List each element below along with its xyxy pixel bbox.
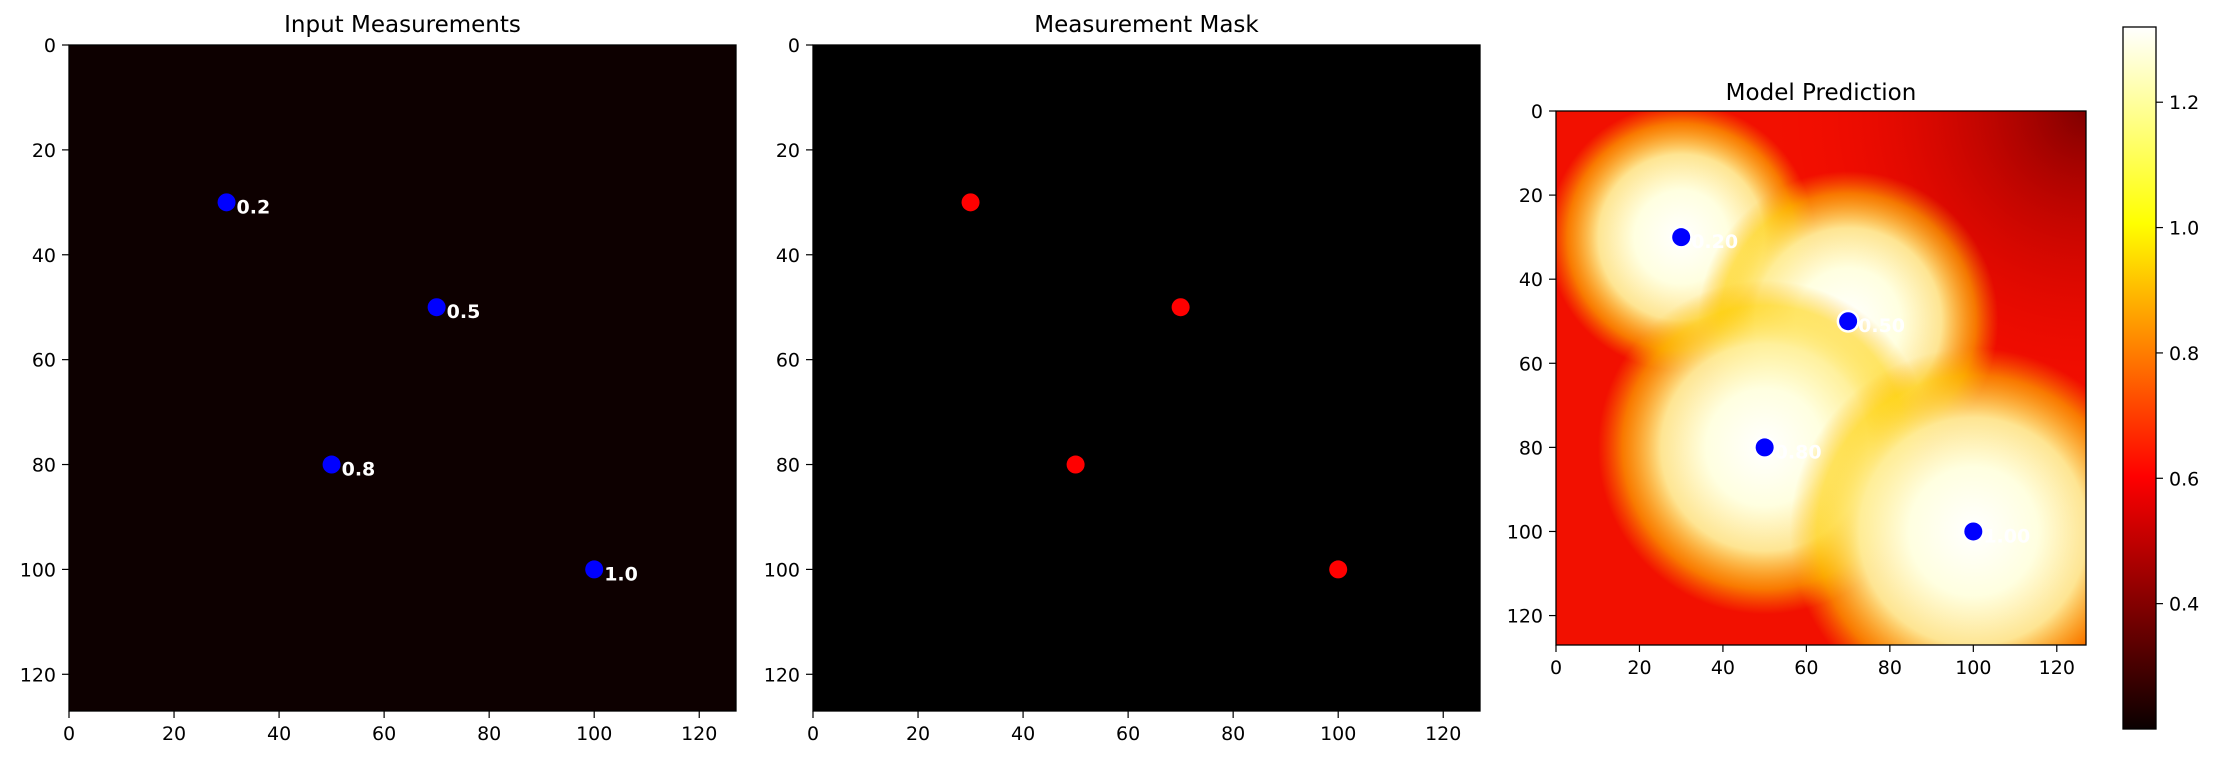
y-tick-label: 120: [764, 664, 800, 686]
point-marker: [1964, 522, 1983, 541]
x-tick-label: 60: [372, 723, 396, 745]
panel-2: Measurement Mask 0 20 40 60 80 100 120 0 20 40 60 80…: [764, 12, 1481, 745]
y-tick-label: 40: [32, 245, 56, 267]
x-tick-label: 60: [1116, 723, 1140, 745]
x-tick-label: 60: [1794, 657, 1818, 679]
y-tick-label: 0: [44, 35, 56, 57]
x-tick-label: 80: [1221, 723, 1245, 745]
y-tick-label: 60: [776, 350, 800, 372]
y-tick-label: 40: [1519, 269, 1543, 291]
y-tick-label: 80: [776, 455, 800, 477]
point-marker: [1171, 298, 1190, 317]
y-tick-label: 120: [1507, 606, 1543, 628]
point-marker: [1755, 438, 1774, 457]
x-tick-label: 0: [807, 723, 819, 745]
point-label: 0.8: [342, 459, 376, 481]
chart-title: Measurement Mask: [1034, 12, 1259, 38]
axes-frame: [68, 44, 737, 712]
image-background: [813, 45, 1480, 711]
x-tick-label: 20: [162, 723, 186, 745]
x-tick-label: 20: [1627, 657, 1651, 679]
x-tick-label: 120: [681, 723, 717, 745]
y-tick-label: 0: [1531, 101, 1543, 123]
colorbar-tick-label: 0.6: [2169, 468, 2199, 490]
y-tick-label: 40: [776, 245, 800, 267]
y-tick-label: 80: [32, 455, 56, 477]
x-tick-label: 80: [477, 723, 501, 745]
point-label: 0.50: [1858, 315, 1905, 337]
point-label: 0.20: [1691, 231, 1738, 253]
point-label: 0.2: [237, 196, 271, 218]
chart-title: Model Prediction: [1726, 80, 1917, 106]
colorbar-tick-label: 0.4: [2169, 594, 2199, 616]
y-tick-label: 20: [1519, 185, 1543, 207]
point-marker: [1329, 560, 1348, 579]
panel-1: Input Measurements 0 20 40 60 80 100 120 0 20 40 60…: [20, 12, 737, 745]
x-tick-label: 100: [576, 723, 612, 745]
colorbar-tick-label: 0.8: [2169, 343, 2199, 365]
x-tick-label: 120: [2039, 657, 2075, 679]
heatmap-image: [1556, 111, 2086, 645]
colorbar-tick-label: 1.2: [2169, 92, 2199, 114]
x-tick-label: 0: [63, 723, 75, 745]
axes-frame: [1555, 110, 2087, 646]
y-tick-label: 0: [788, 35, 800, 57]
point-marker: [1839, 312, 1858, 331]
heatmap-glow: [1789, 347, 2086, 645]
image-background: [69, 45, 736, 711]
y-tick-label: 80: [1519, 437, 1543, 459]
point-marker: [1066, 455, 1085, 474]
point-marker: [427, 298, 446, 317]
x-tick-label: 20: [906, 723, 930, 745]
x-tick-label: 40: [267, 723, 291, 745]
point-marker: [961, 193, 980, 212]
colorbar-gradient: [2123, 27, 2156, 729]
x-tick-label: 40: [1011, 723, 1035, 745]
y-tick-label: 120: [20, 664, 56, 686]
axes-frame: [812, 44, 1481, 712]
point-marker: [322, 455, 341, 474]
chart-title: Input Measurements: [284, 12, 521, 38]
y-tick-label: 20: [32, 140, 56, 162]
point-label: 1.00: [1983, 525, 2030, 547]
x-tick-label: 100: [1955, 657, 1991, 679]
y-tick-label: 100: [20, 559, 56, 581]
y-tick-label: 60: [1519, 353, 1543, 375]
point-label: 1.0: [604, 563, 638, 585]
x-tick-label: 120: [1425, 723, 1461, 745]
y-tick-label: 20: [776, 140, 800, 162]
x-tick-label: 0: [1550, 657, 1562, 679]
x-tick-label: 100: [1320, 723, 1356, 745]
x-tick-label: 80: [1878, 657, 1902, 679]
point-marker: [217, 193, 236, 212]
x-tick-label: 40: [1711, 657, 1735, 679]
colorbar: 0.4 0.6 0.8 1.0 1.2: [2122, 26, 2199, 730]
y-tick-label: 100: [1507, 521, 1543, 543]
point-marker: [585, 560, 604, 579]
point-label: 0.5: [447, 301, 481, 323]
colorbar-frame: [2122, 26, 2157, 730]
y-tick-label: 100: [764, 559, 800, 581]
point-marker: [1672, 228, 1691, 247]
colorbar-tick-label: 1.0: [2169, 218, 2199, 240]
y-tick-label: 60: [32, 350, 56, 372]
panel-3: Model Prediction 0 20 40 60 80 100 120 0 20 40 60 80…: [1507, 26, 2199, 730]
point-label: 0.80: [1775, 441, 1822, 463]
